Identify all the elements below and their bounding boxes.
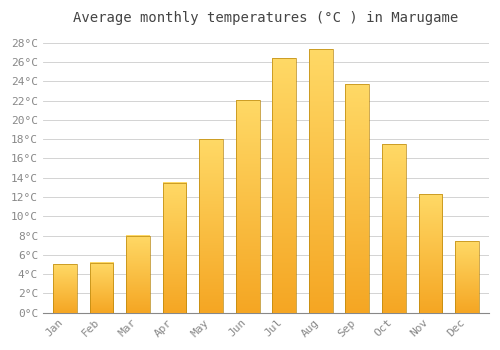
- Bar: [272, 58, 296, 313]
- Bar: [199, 139, 223, 313]
- Bar: [53, 265, 77, 313]
- Bar: [455, 241, 479, 313]
- Bar: [162, 183, 186, 313]
- Bar: [309, 49, 332, 313]
- Bar: [126, 236, 150, 313]
- Bar: [90, 262, 114, 313]
- Title: Average monthly temperatures (°C ) in Marugame: Average monthly temperatures (°C ) in Ma…: [74, 11, 458, 25]
- Bar: [418, 194, 442, 313]
- Bar: [382, 144, 406, 313]
- Bar: [346, 84, 369, 313]
- Bar: [236, 100, 260, 313]
